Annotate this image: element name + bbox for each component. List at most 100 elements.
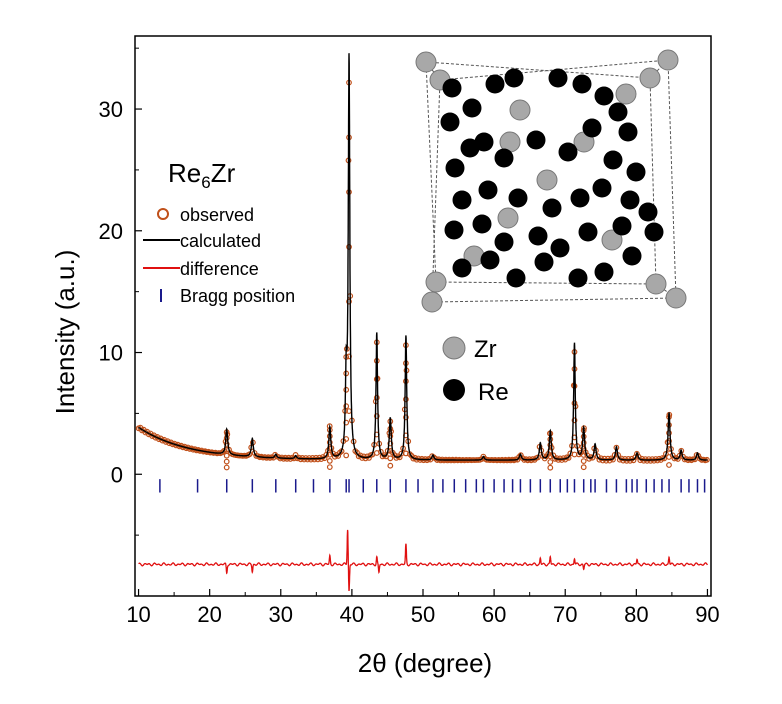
re-atom (626, 162, 646, 182)
observed-point (223, 441, 230, 447)
axis-ticks: 10 20 30 40 50 60 70 80 90 0 10 20 30 (99, 47, 720, 627)
re-atom (582, 118, 602, 138)
re-atom (480, 250, 500, 270)
observed-point (223, 464, 230, 471)
observed-point (346, 298, 352, 305)
bragg-markers (159, 479, 706, 493)
re-atom (472, 214, 492, 234)
observed-point (666, 454, 672, 460)
difference-series (138, 529, 708, 592)
re-atom (494, 148, 514, 168)
y-tick-label: 0 (111, 462, 123, 487)
re-atom (620, 190, 640, 210)
re-atom (592, 178, 612, 198)
calculated-line (138, 53, 708, 461)
re-atom (558, 142, 578, 162)
compound-tail: Zr (211, 158, 236, 188)
re-atom (474, 132, 494, 152)
zr-atom (421, 291, 443, 313)
zr-atom (645, 273, 667, 295)
observed-point (220, 448, 227, 454)
observed-point (571, 400, 578, 407)
re-atom (612, 216, 632, 236)
observed-point (666, 462, 672, 468)
observed-point (326, 464, 333, 471)
calculated-series (138, 53, 708, 461)
observed-point (547, 464, 554, 471)
compound-subscript: 6 (201, 173, 210, 192)
re-atom (644, 222, 664, 242)
observed-point (373, 413, 380, 420)
re-atom (572, 74, 592, 94)
observed-point (373, 394, 380, 401)
re-atom (578, 222, 598, 242)
observed-point (343, 403, 350, 410)
re-atom (445, 158, 465, 178)
re-atom (534, 252, 554, 272)
x-tick-label: 40 (340, 602, 364, 627)
observed-point (580, 464, 587, 471)
x-tick-label: 20 (197, 602, 221, 627)
zr-atom (509, 99, 531, 121)
observed-point (387, 455, 394, 462)
observed-point (571, 451, 578, 458)
x-tick-label: 80 (624, 602, 648, 627)
re-atom (494, 232, 514, 252)
x-tick-label: 90 (695, 602, 719, 627)
zr-atom (415, 51, 437, 73)
plot-frame (134, 35, 712, 597)
x-tick-label: 60 (482, 602, 506, 627)
observed-point (223, 452, 230, 459)
re-atom (542, 198, 562, 218)
observed-point (580, 458, 587, 465)
plot-border (134, 35, 712, 597)
re-atom (504, 68, 524, 88)
observed-point (373, 450, 380, 456)
legend-observed-label: observed (180, 205, 254, 225)
legend-zr-label: Zr (474, 336, 497, 363)
zr-atom (665, 287, 687, 309)
x-tick-label: 30 (269, 602, 293, 627)
re-atom (485, 74, 505, 94)
re-atom (570, 188, 590, 208)
legend-re-atom (443, 379, 465, 401)
x-axis-label: 2θ (degree) (358, 648, 492, 678)
re-atom (618, 122, 638, 142)
observed-point (326, 458, 333, 464)
x-tick-label: 50 (411, 602, 435, 627)
observed-point (547, 459, 554, 465)
cell-edge (425, 61, 441, 81)
re-atom (638, 202, 658, 222)
observed-point (403, 414, 409, 421)
legend-re-label: Re (478, 379, 509, 406)
observed-point (223, 458, 230, 465)
observed-point (403, 396, 409, 403)
compound-base: Re (168, 158, 201, 188)
observed-point (343, 419, 350, 426)
zr-atom (615, 83, 637, 105)
observed-point (246, 451, 253, 458)
x-tick-label: 10 (126, 602, 150, 627)
re-atom (478, 180, 498, 200)
observed-point (346, 243, 352, 250)
legend-difference-label: difference (180, 259, 259, 279)
legend-zr-atom (442, 336, 466, 360)
y-tick-label: 20 (99, 219, 123, 244)
re-atom (508, 188, 528, 208)
re-atom (603, 150, 623, 170)
observed-point (666, 438, 672, 444)
observed-point (326, 439, 333, 446)
re-atom (594, 86, 614, 106)
legend: observed calculated difference Bragg pos… (143, 205, 295, 306)
difference-line (138, 529, 708, 592)
zr-atom (639, 67, 661, 89)
legend-calculated-label: calculated (180, 231, 261, 251)
re-atom (526, 130, 546, 150)
observed-point (580, 439, 587, 446)
re-atom (440, 112, 460, 132)
observed-point (571, 417, 578, 424)
compound-label: Re6Zr (168, 158, 236, 192)
observed-point (547, 442, 554, 448)
observed-point (387, 462, 394, 469)
